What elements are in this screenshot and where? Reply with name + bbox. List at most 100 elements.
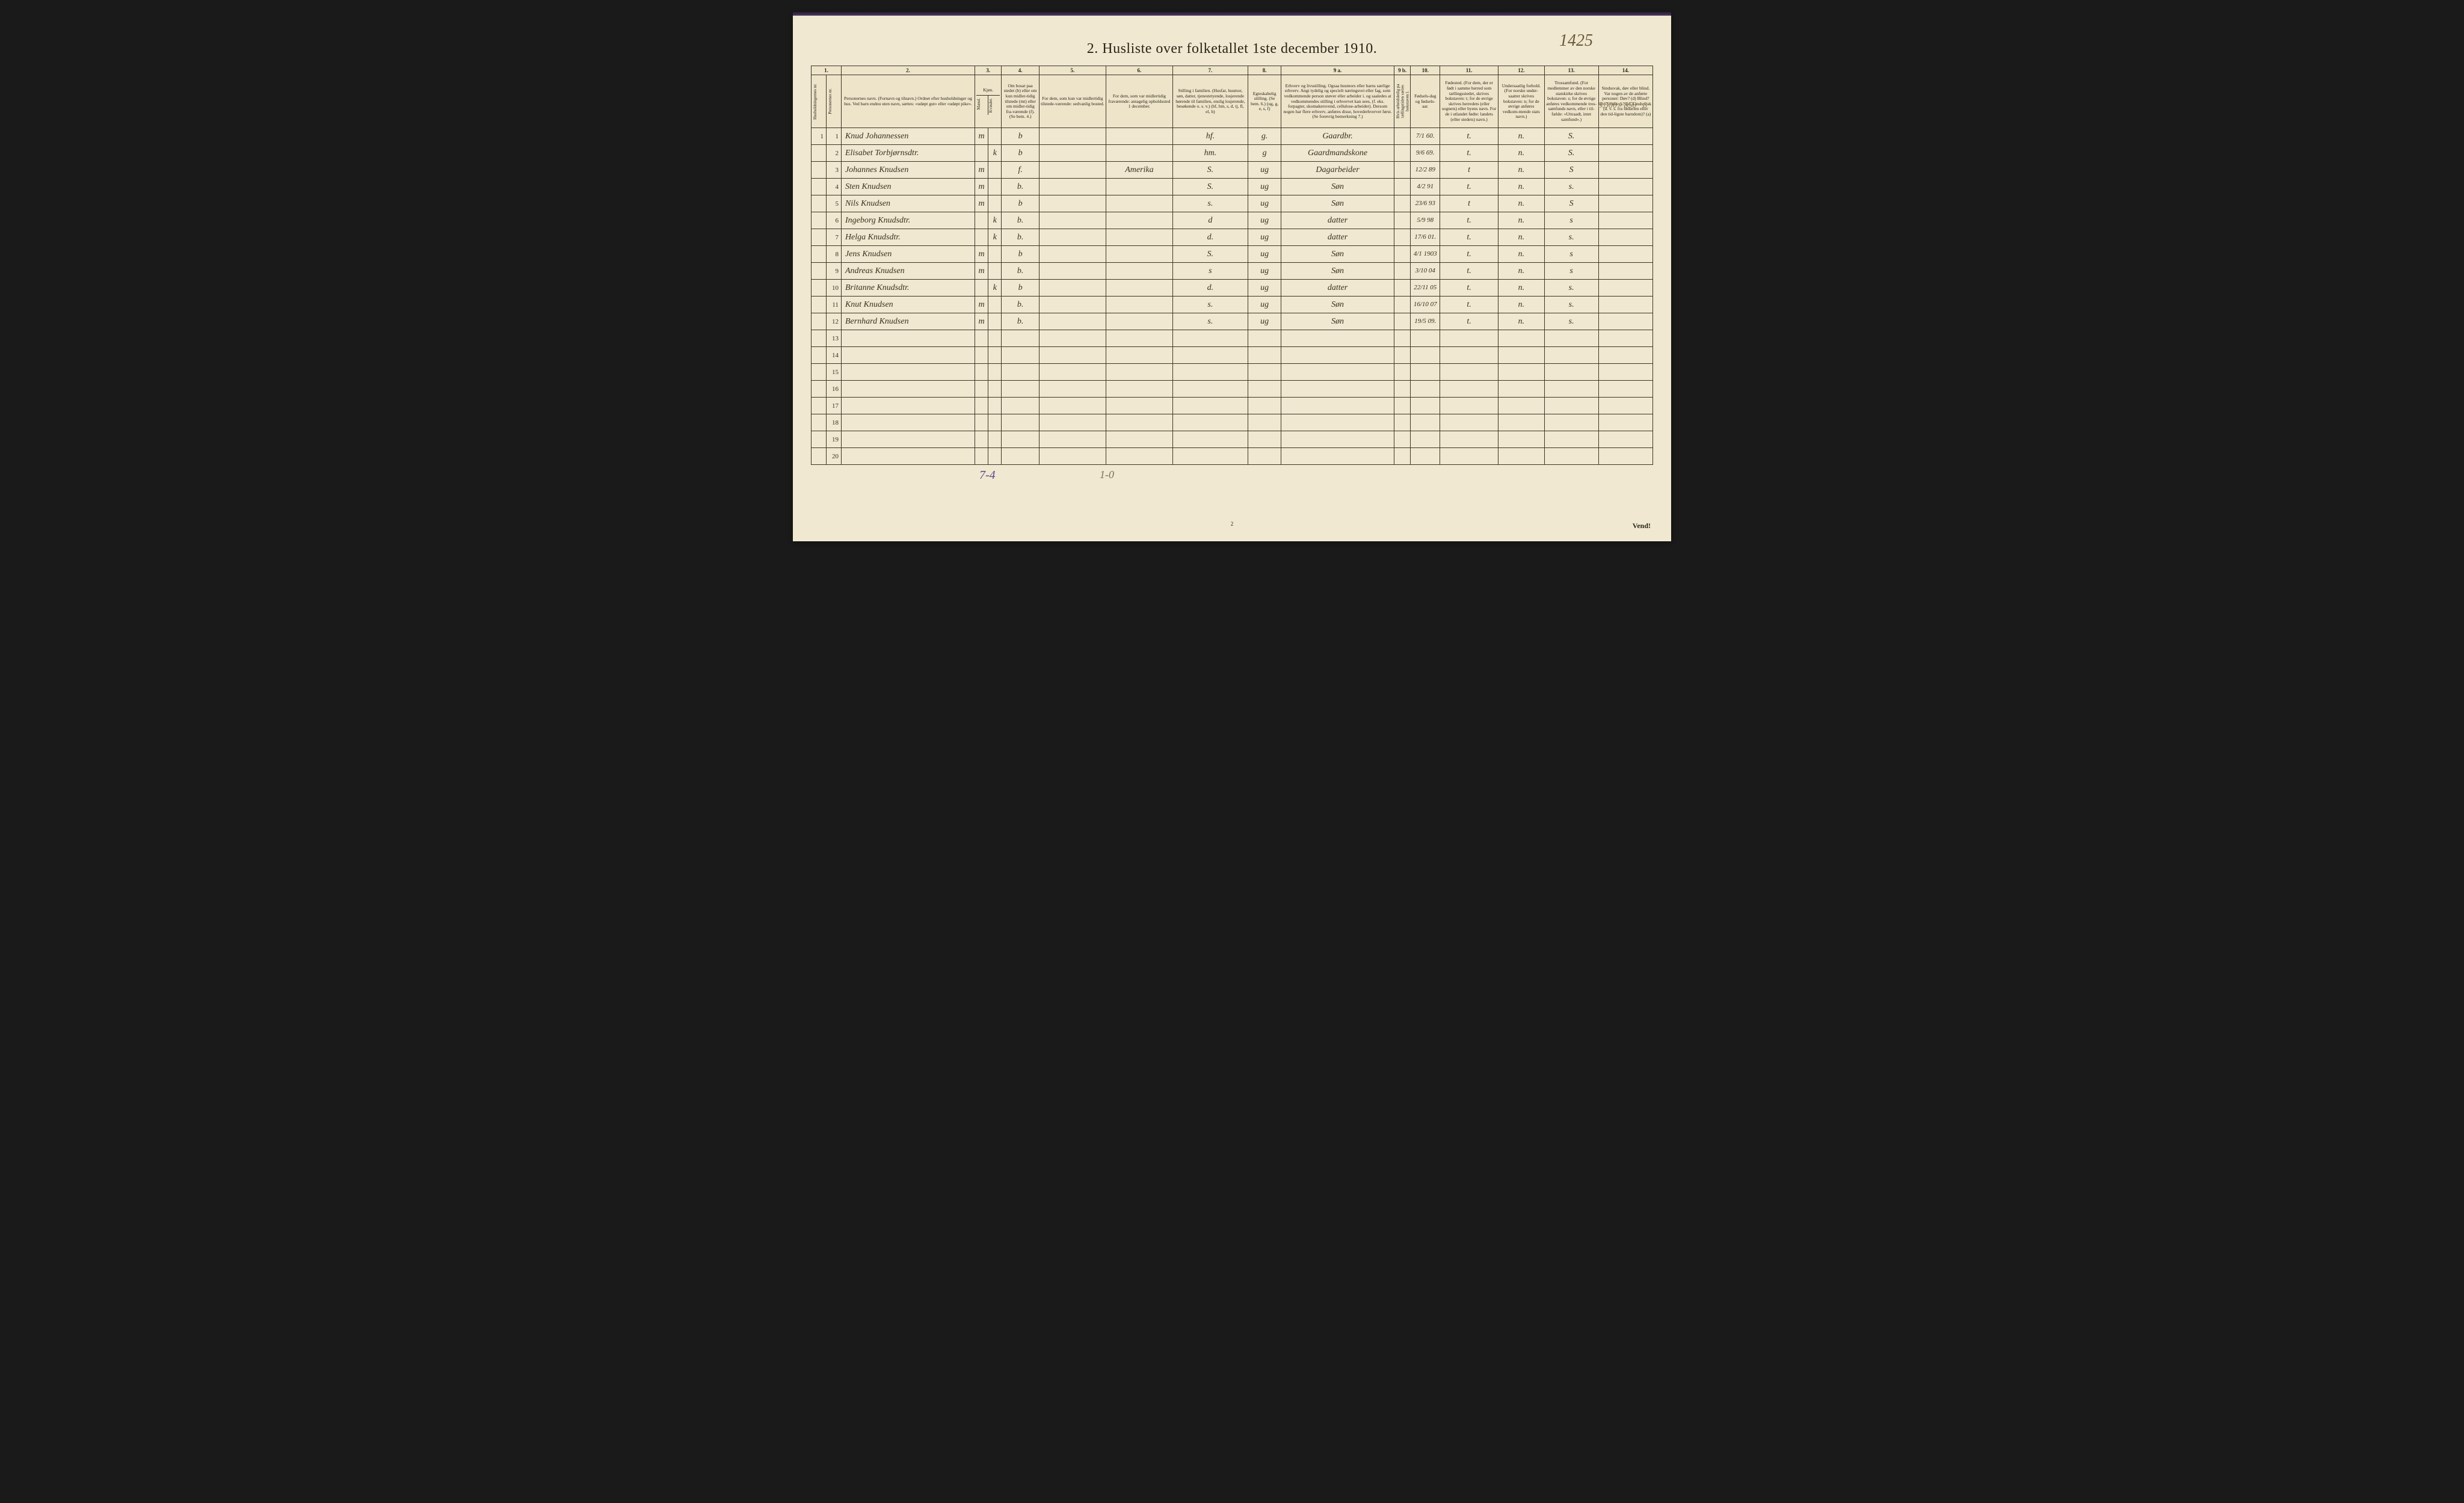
cell-7: S. [1172, 179, 1248, 195]
cell-9b [1394, 263, 1411, 280]
cell-hh [812, 145, 827, 162]
cell-9a: Gaardmandskone [1281, 145, 1394, 162]
cell-6 [1106, 229, 1172, 246]
cell-6 [1106, 313, 1172, 330]
hdr-name: Personernes navn. (Fornavn og tilnavn.) … [841, 75, 975, 128]
cell-9a: Søn [1281, 195, 1394, 212]
cell-k: k [988, 280, 1002, 297]
colnum-4: 4. [1002, 66, 1039, 75]
table-row: 6Ingeborg Knudsdtr.kb.dugdatter5/9 98t.n… [812, 212, 1653, 229]
cell-8: ug [1248, 195, 1281, 212]
cell-6 [1106, 246, 1172, 263]
cell-13: s [1544, 212, 1598, 229]
cell-9b [1394, 212, 1411, 229]
table-row-empty: 16 [812, 381, 1653, 398]
table-row: 7Helga Knudsdtr.kb.d.ugdatter17/6 01.t.n… [812, 229, 1653, 246]
cell-m [975, 212, 988, 229]
table-row: 10Britanne Knudsdtr.kbd.ugdatter22/11 05… [812, 280, 1653, 297]
cell-6 [1106, 297, 1172, 313]
colnum-13: 13. [1544, 66, 1598, 75]
cell-m: m [975, 263, 988, 280]
cell-12: n. [1498, 280, 1544, 297]
cell-name: Andreas Knudsen [841, 263, 975, 280]
cell-hh [812, 313, 827, 330]
cell-bosat: b. [1002, 297, 1039, 313]
cell-k [988, 195, 1002, 212]
cell-12: n. [1498, 128, 1544, 145]
hdr-9b: Hvis arbeidsledig pa tællingstiden sætte… [1394, 75, 1411, 128]
cell-hh [812, 263, 827, 280]
cell-k [988, 128, 1002, 145]
cell-k [988, 179, 1002, 195]
cell-pn: 3 [826, 162, 841, 179]
cell-14 [1598, 179, 1652, 195]
cell-12: n. [1498, 229, 1544, 246]
cell-9b [1394, 145, 1411, 162]
cell-bosat: b. [1002, 212, 1039, 229]
cell-6: Amerika [1106, 162, 1172, 179]
colnum-1: 1. [812, 66, 842, 75]
cell-hh [812, 448, 827, 465]
cell-pn: 7 [826, 229, 841, 246]
cell-bosat: b [1002, 246, 1039, 263]
cell-pn: 8 [826, 246, 841, 263]
cell-bosat: f. [1002, 162, 1039, 179]
cell-14 [1598, 212, 1652, 229]
cell-k: k [988, 212, 1002, 229]
cell-10: 17/6 01. [1411, 229, 1440, 246]
cell-11: t. [1440, 179, 1498, 195]
hdr-5: For dem, som kun var midlertidig tilsted… [1039, 75, 1106, 128]
cell-10: 9/6 69. [1411, 145, 1440, 162]
colnum-3: 3. [975, 66, 1002, 75]
hdr-hh: Husholdningernes nr. [812, 75, 827, 128]
cell-6 [1106, 128, 1172, 145]
cell-11: t. [1440, 263, 1498, 280]
cell-9b [1394, 246, 1411, 263]
cell-name: Sten Knudsen [841, 179, 975, 195]
table-row-empty: 15 [812, 364, 1653, 381]
cell-6 [1106, 195, 1172, 212]
cell-14 [1598, 145, 1652, 162]
cell-6 [1106, 179, 1172, 195]
cell-10: 5/9 98 [1411, 212, 1440, 229]
cell-13: S [1544, 195, 1598, 212]
cell-name: Jens Knudsen [841, 246, 975, 263]
cell-5 [1039, 128, 1106, 145]
cell-hh [812, 330, 827, 347]
cell-9a: datter [1281, 280, 1394, 297]
cell-7: s. [1172, 297, 1248, 313]
colnum-14: 14. [1598, 66, 1652, 75]
hdr-9a: Erhverv og livsstilling. Ogsaa husmors e… [1281, 75, 1394, 128]
hdr-7: Stilling i familien. (Husfar, husmor, sø… [1172, 75, 1248, 128]
hdr-13: Trossamfund. (For medlemmer av den norsk… [1544, 75, 1598, 128]
cell-8: g [1248, 145, 1281, 162]
hdr-kjon: Kjøn. Mænd. Kvinder. [975, 75, 1002, 128]
cell-pn: 12 [826, 313, 841, 330]
cell-12: n. [1498, 179, 1544, 195]
cell-9b [1394, 162, 1411, 179]
cell-14 [1598, 229, 1652, 246]
cell-7: s. [1172, 195, 1248, 212]
annotation-top-right: 1425 [1559, 31, 1593, 51]
cell-9b [1394, 229, 1411, 246]
cell-pn: 14 [826, 347, 841, 364]
table-row: 11Knut Knudsenmb.s.ugSøn16/10 07t.n.s. [812, 297, 1653, 313]
cell-9a: Søn [1281, 263, 1394, 280]
table-row-empty: 13 [812, 330, 1653, 347]
cell-name: Johannes Knudsen [841, 162, 975, 179]
cell-k: k [988, 229, 1002, 246]
cell-name: Nils Knudsen [841, 195, 975, 212]
cell-name: Britanne Knudsdtr. [841, 280, 975, 297]
colnum-9b: 9 b. [1394, 66, 1411, 75]
cell-m: m [975, 297, 988, 313]
cell-pn: 20 [826, 448, 841, 465]
cell-12: n. [1498, 195, 1544, 212]
cell-8: ug [1248, 280, 1281, 297]
cell-name: Ingeborg Knudsdtr. [841, 212, 975, 229]
cell-m: m [975, 246, 988, 263]
cell-pn: 6 [826, 212, 841, 229]
header-row: Husholdningernes nr. Personernes nr. Per… [812, 75, 1653, 128]
cell-9a: Søn [1281, 179, 1394, 195]
cell-11: t. [1440, 229, 1498, 246]
cell-pn: 10 [826, 280, 841, 297]
